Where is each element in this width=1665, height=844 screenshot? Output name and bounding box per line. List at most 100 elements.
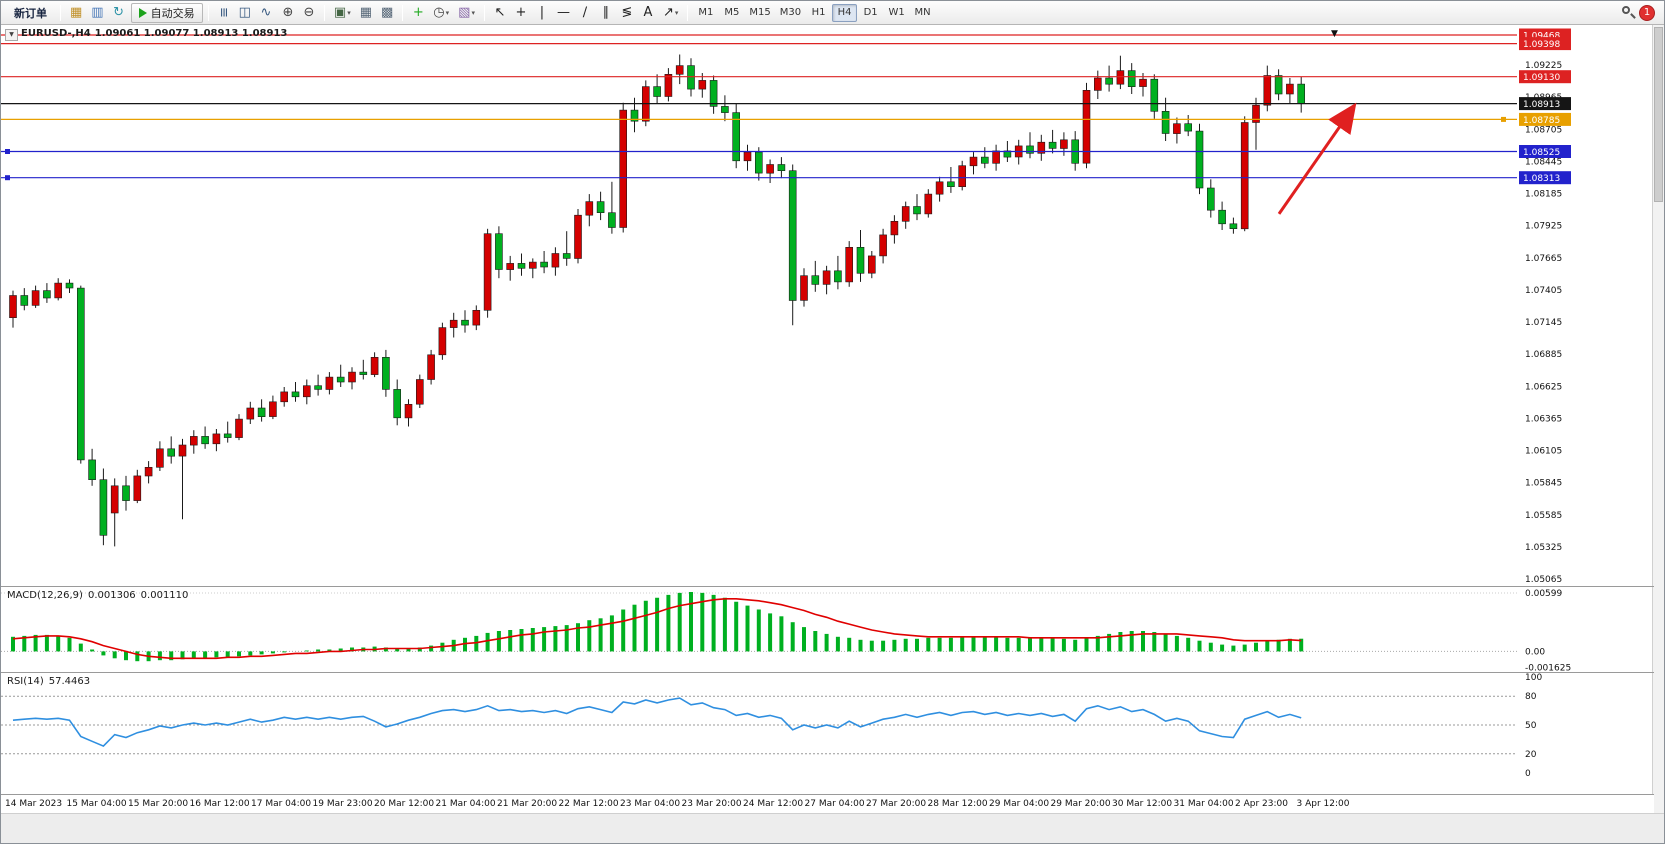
price-axis-label: 1.07405 (1525, 286, 1562, 296)
rsi-axis-label: 80 (1525, 692, 1537, 702)
timeframe-h4-button[interactable]: H4 (832, 3, 858, 22)
cascade-windows-icon: ▩ (381, 5, 394, 20)
charts-button[interactable]: ▦ (66, 3, 86, 23)
vertical-line-icon: | (539, 5, 545, 20)
rsi-panel-chart[interactable]: 100 80 50 20 0 (1, 673, 1654, 794)
arrows-button[interactable]: ↗ ▾ (659, 3, 682, 23)
macd-signal-line (12, 598, 1302, 660)
add-indicator-button[interactable]: + (408, 3, 428, 23)
tile-windows-button[interactable]: ▦ (356, 3, 376, 23)
time-axis-label: 21 Mar 04:00 (435, 799, 496, 809)
new-chart-button[interactable]: ▣ ▾ (330, 3, 355, 23)
time-axis-label: 29 Mar 04:00 (989, 799, 1050, 809)
price-badge-label: 1.08525 (1523, 148, 1560, 158)
price-axis-label: 1.06365 (1525, 415, 1562, 425)
new-chart-icon: ▣ (333, 5, 347, 20)
zoom-out-button[interactable]: ⊖ (299, 3, 319, 23)
macd-axis-label: 0.00 (1525, 647, 1545, 657)
timeframe-w1-button[interactable]: W1 (884, 4, 909, 22)
rsi-axis-label: 0 (1525, 769, 1531, 779)
autotrading-button[interactable]: 自动交易 (130, 2, 203, 23)
candlestick-chart-button[interactable]: ◫ (235, 3, 255, 23)
time-axis[interactable]: 14 Mar 2023 15 Mar 04:00 15 Mar 20:00 16 Ma… (1, 794, 1654, 813)
rsi-line (12, 697, 1302, 748)
toolbar-group-account: ▦ ▥ ↻ (66, 3, 129, 23)
vertical-scrollbar[interactable] (1652, 25, 1664, 813)
toolbar-group-drawing-tools: ↖ + | — ∕ ∥ ≶ A ↗ ▾ (490, 3, 682, 23)
notification-badge[interactable]: 1 (1639, 4, 1655, 21)
dropdown-arrow-icon[interactable]: ▾ (471, 8, 475, 17)
line-handle[interactable] (5, 149, 10, 154)
price-axis-label: 1.08445 (1525, 157, 1562, 167)
price-badge-label: 1.08313 (1523, 174, 1560, 184)
timeframe-m30-button[interactable]: M30 (776, 4, 805, 22)
macd-panel-chart[interactable]: 0.00599 0.00 -0.001625 (1, 587, 1654, 672)
zoom-in-button[interactable]: ⊕ (278, 3, 298, 23)
scrollbar-thumb[interactable] (1654, 27, 1663, 202)
chart-shift-marker[interactable]: ▼ (1331, 29, 1338, 39)
refresh-button[interactable]: ↻ (109, 3, 129, 23)
panel-divider[interactable] (1, 672, 1654, 673)
timeframe-m15-button[interactable]: M15 (745, 4, 774, 22)
line-handle[interactable] (5, 175, 10, 181)
channel-button[interactable]: ∥ (596, 3, 616, 23)
line-handle[interactable] (1501, 116, 1506, 122)
price-axis-label: 1.05065 (1525, 575, 1562, 585)
add-indicator-icon: + (412, 5, 424, 20)
price-badge (1519, 112, 1571, 126)
toolbar-separator (207, 4, 209, 21)
periods-button[interactable]: ◷ ▾ (429, 3, 453, 23)
text-button[interactable]: A (638, 3, 658, 23)
templates-icon: ▧ (458, 5, 471, 20)
timeframe-d1-button[interactable]: D1 (858, 4, 883, 22)
timeframe-m1-button[interactable]: M1 (693, 4, 718, 22)
price-badge-label: 1.08785 (1523, 116, 1560, 126)
panel-divider[interactable] (1, 586, 1654, 587)
crosshair-button[interactable]: + (511, 3, 531, 23)
timeframe-m5-button[interactable]: M5 (719, 4, 744, 22)
dropdown-arrow-icon[interactable]: ▾ (674, 8, 679, 17)
cursor-button[interactable]: ↖ (490, 3, 510, 23)
timeframe-h1-button[interactable]: H1 (806, 4, 831, 22)
fibonacci-button[interactable]: ≶ (617, 3, 637, 23)
dropdown-arrow-icon[interactable]: ▾ (445, 8, 450, 17)
autotrading-label: 自动交易 (150, 6, 195, 20)
bar-chart-button[interactable]: ≡ (214, 3, 234, 23)
line-chart-button[interactable]: ∿ (256, 3, 276, 23)
annotation-arrow[interactable] (1277, 102, 1357, 215)
timeframe-mn-button[interactable]: MN (910, 4, 935, 22)
profiles-button[interactable]: ▥ (87, 3, 107, 23)
price-badge-label: 1.09398 (1523, 40, 1560, 50)
price-axis-label: 1.08705 (1525, 125, 1562, 135)
time-axis-label: 22 Mar 12:00 (558, 799, 619, 809)
price-axis-label: 1.07145 (1525, 318, 1562, 328)
timeframe-bar: M1 M5 M15 M30 H1 H4 D1 W1 MN (693, 3, 935, 22)
price-axis-label: 1.09225 (1525, 61, 1562, 71)
vertical-line-button[interactable]: | (532, 3, 552, 23)
new-order-button[interactable]: 新订单 (6, 3, 55, 23)
charts-icon: ▦ (70, 5, 83, 20)
chart-title-ohlc: 1.09061 1.09077 1.08913 1.08913 (94, 28, 288, 39)
line-chart-icon: ∿ (260, 5, 272, 20)
search-icon[interactable] (1619, 4, 1637, 22)
horizontal-line-button[interactable]: — (553, 3, 574, 23)
price-badge-label: 1.09130 (1523, 73, 1560, 83)
trendline-button[interactable]: ∕ (575, 3, 595, 23)
one-click-trading-toggle[interactable]: ▼ (5, 29, 18, 41)
price-chart-area[interactable]: 1.094851.092251.089651.087051.084451.081… (1, 25, 1654, 587)
macd-name: MACD(12,26,9) (7, 590, 83, 601)
rsi-label: RSI(14) 57.4463 (7, 676, 95, 687)
macd-label: MACD(12,26,9) 0.001306 0.001110 (7, 590, 193, 601)
price-axis-label: 1.07665 (1525, 254, 1562, 264)
cascade-windows-button[interactable]: ▩ (377, 3, 397, 23)
trendline-icon: ∕ (582, 5, 588, 20)
templates-button[interactable]: ▧ ▾ (454, 3, 479, 23)
time-axis-label: 16 Mar 12:00 (189, 799, 250, 809)
time-axis-label: 3 Apr 12:00 (1296, 799, 1350, 809)
toolbar-group-chart-modes: ≡ ◫ ∿ (214, 3, 276, 23)
macd-value-2: 0.001110 (140, 590, 189, 601)
toolbar-group-zoom: ⊕ ⊖ (278, 3, 319, 23)
autotrading-play-icon (138, 7, 147, 18)
dropdown-arrow-icon[interactable]: ▾ (347, 8, 351, 17)
